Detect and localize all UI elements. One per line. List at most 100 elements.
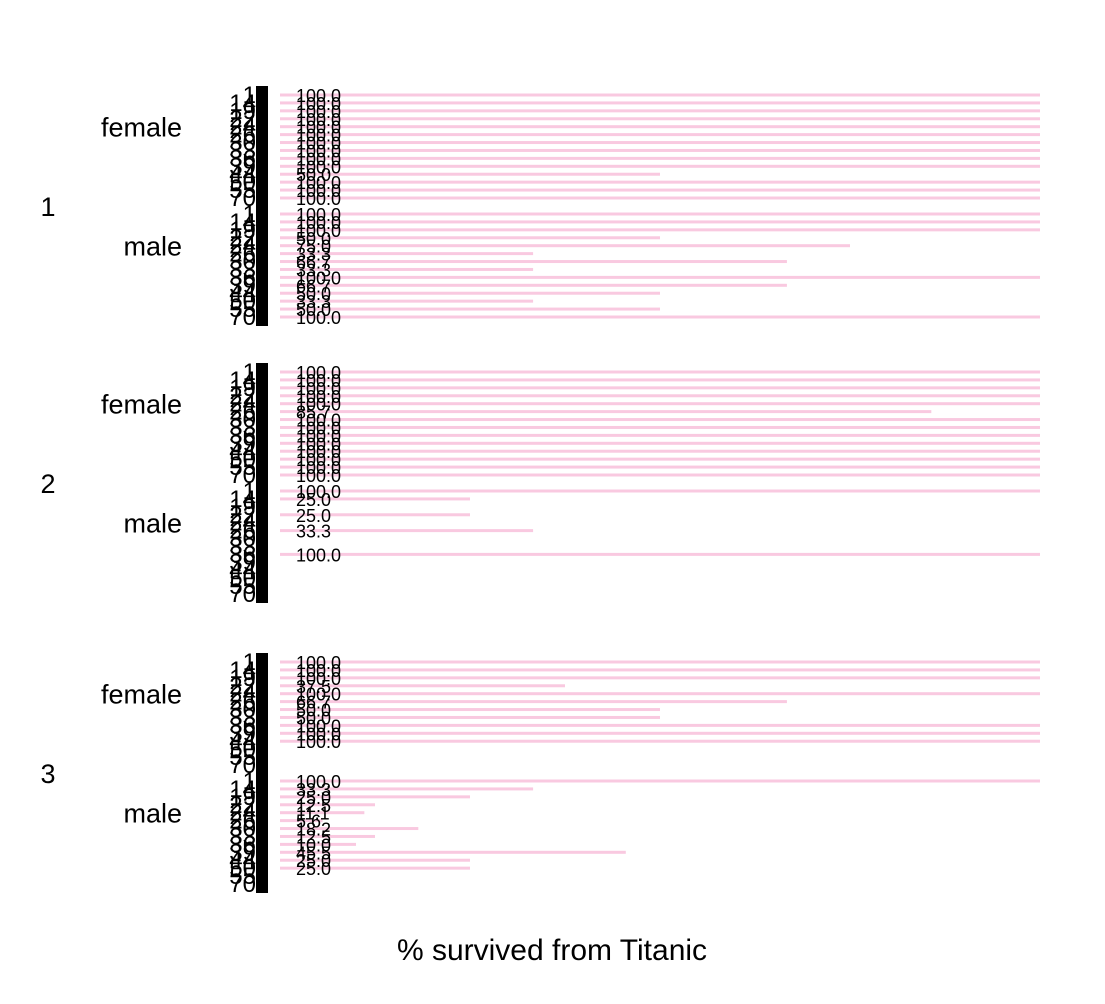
labels-layer: 1 100.0 14 100.0 19 100.0 22 100.0 24 100.0 26 100.… <box>40 82 341 898</box>
bar <box>280 275 1040 279</box>
bar <box>280 133 1040 137</box>
bar <box>280 180 1040 184</box>
bar <box>280 795 470 799</box>
value-label: 12.5 <box>296 796 331 816</box>
bar <box>280 692 1040 696</box>
bar <box>280 489 1040 493</box>
bar <box>280 708 660 712</box>
value-label: 100.0 <box>296 458 341 478</box>
value-label: 50.0 <box>296 701 331 721</box>
value-label: 100.0 <box>296 387 341 407</box>
bar <box>280 172 660 176</box>
panel-label: 3 <box>40 759 55 789</box>
category-label: 30 <box>229 526 256 553</box>
value-label: 33.3 <box>296 245 331 265</box>
group-label: female <box>101 113 182 143</box>
bar <box>280 441 1040 445</box>
value-label: 45.5 <box>296 843 331 863</box>
category-label: 70 <box>229 185 256 212</box>
category-label: 50 <box>229 736 256 763</box>
category-label: 39 <box>229 430 256 457</box>
category-label: 39 <box>229 839 256 866</box>
category-label: 1 <box>243 82 256 109</box>
value-label: 100.0 <box>296 126 341 146</box>
value-label: 100.0 <box>296 685 341 705</box>
bar <box>280 148 1040 152</box>
bar <box>280 307 660 311</box>
value-label: 100.0 <box>296 466 341 486</box>
category-label: 44 <box>229 438 256 465</box>
bar <box>280 164 1040 168</box>
value-label: 100.0 <box>296 653 341 673</box>
category-label: 30 <box>229 130 256 157</box>
category-label: 55 <box>229 296 256 323</box>
value-label: 33.3 <box>296 260 331 280</box>
bar <box>280 117 1040 121</box>
bar <box>280 196 1040 200</box>
bar <box>280 787 534 791</box>
value-label: 100.0 <box>296 149 341 169</box>
value-label: 100.0 <box>296 450 341 470</box>
category-label: 44 <box>229 728 256 755</box>
category-label: 1 <box>243 478 256 505</box>
bar <box>280 457 1040 461</box>
bar <box>280 378 1040 382</box>
category-label: 30 <box>229 249 256 276</box>
category-label: 22 <box>229 225 256 252</box>
value-label: 100.0 <box>296 221 341 241</box>
category-label: 19 <box>229 375 256 402</box>
value-label: 33.3 <box>296 522 331 542</box>
category-label: 14 <box>229 209 256 236</box>
value-label: 100.0 <box>296 411 341 431</box>
value-label: 100.0 <box>296 545 341 565</box>
category-label: 70 <box>229 871 256 898</box>
value-label: 100.0 <box>296 308 341 328</box>
value-label: 50.0 <box>296 708 331 728</box>
bar <box>280 779 1040 783</box>
category-label: 39 <box>229 272 256 299</box>
category-label: 26 <box>229 241 256 268</box>
bar <box>280 370 1040 374</box>
value-label: 100.0 <box>296 213 341 233</box>
value-label: 100.0 <box>296 134 341 154</box>
bar <box>280 283 787 287</box>
value-label: 100.0 <box>296 395 341 415</box>
bar <box>280 386 1040 390</box>
value-label: 100.0 <box>296 86 341 106</box>
value-label: 100.0 <box>296 732 341 752</box>
category-label: 36 <box>229 422 256 449</box>
value-label: 100.0 <box>296 379 341 399</box>
category-label: 26 <box>229 808 256 835</box>
bar <box>280 220 1040 224</box>
bar <box>280 402 1040 406</box>
category-label: 22 <box>229 502 256 529</box>
value-label: 100.0 <box>296 268 341 288</box>
value-label: 50.0 <box>296 300 331 320</box>
bar <box>280 156 1040 160</box>
bar <box>280 739 1040 743</box>
value-label: 100.0 <box>296 418 341 438</box>
value-label: 12.5 <box>296 827 331 847</box>
value-label: 85.7 <box>296 403 331 423</box>
category-label-mark <box>256 189 268 207</box>
value-label: 33.3 <box>296 780 331 800</box>
category-label: 22 <box>229 792 256 819</box>
bar <box>280 244 850 248</box>
panel-label: 1 <box>40 192 55 222</box>
category-label: 39 <box>229 720 256 747</box>
category-label: 22 <box>229 106 256 133</box>
value-label: 100.0 <box>296 661 341 681</box>
bar <box>280 513 470 517</box>
group-label: male <box>123 232 182 262</box>
value-label: 100.0 <box>296 426 341 446</box>
category-label: 55 <box>229 863 256 890</box>
category-label: 44 <box>229 557 256 584</box>
bar <box>280 267 534 271</box>
bar <box>280 212 1040 216</box>
value-label: 50.0 <box>296 165 331 185</box>
category-label: 33 <box>229 414 256 441</box>
bar <box>280 827 419 831</box>
panel-label: 2 <box>40 469 55 499</box>
bar <box>280 700 787 704</box>
category-label: 24 <box>229 800 256 827</box>
